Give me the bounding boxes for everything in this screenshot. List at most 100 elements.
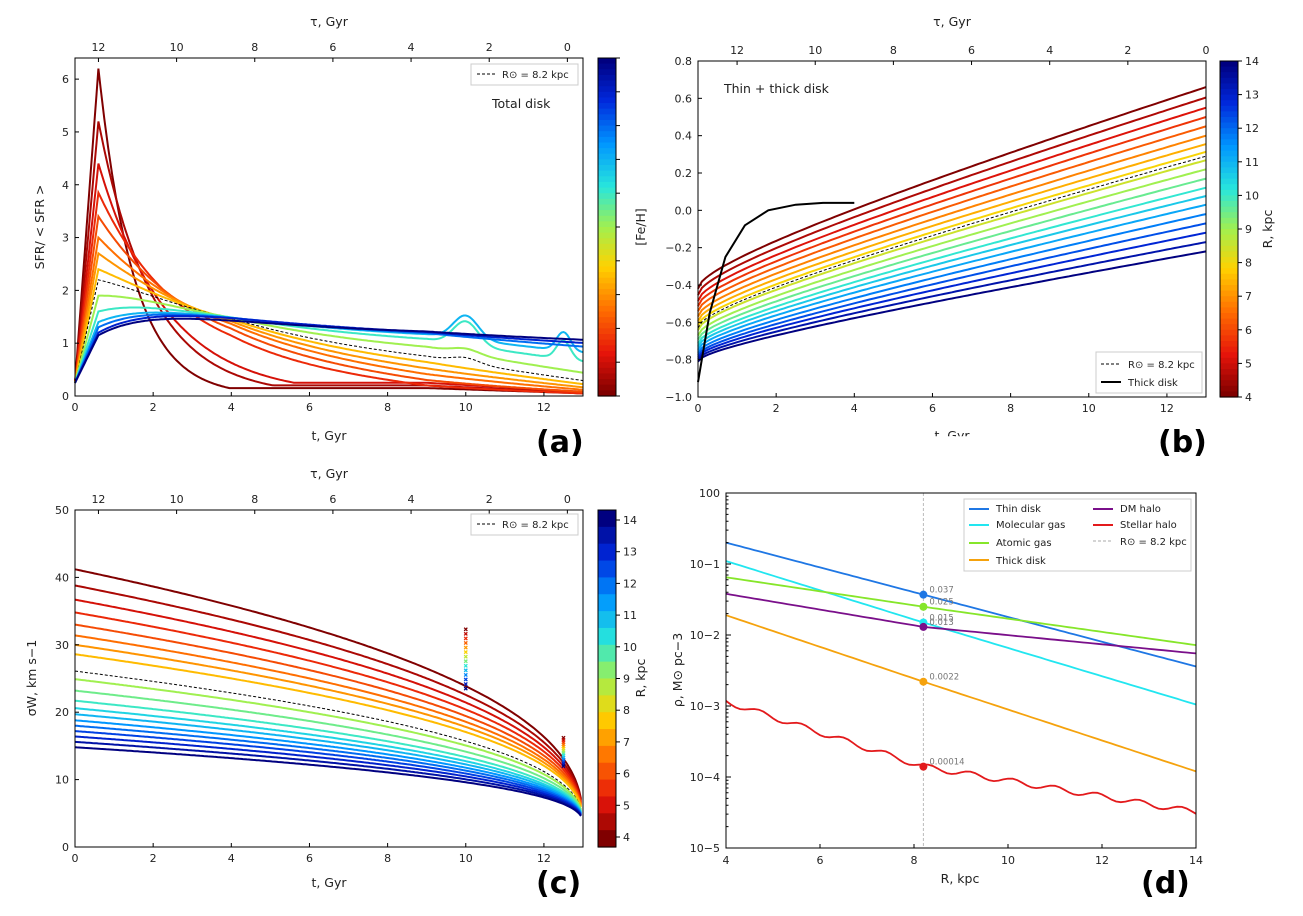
colorbar-swatch bbox=[598, 611, 616, 629]
colorbar-swatch bbox=[598, 210, 616, 217]
colorbar-swatch bbox=[598, 678, 616, 696]
y-tick-label: 40 bbox=[55, 571, 69, 584]
y-tick-label: 10 bbox=[55, 774, 69, 787]
series-line bbox=[74, 689, 582, 811]
colorbar-swatch bbox=[598, 779, 616, 798]
colorbar-tick-label: 7 bbox=[1245, 290, 1252, 303]
colorbar-swatch bbox=[598, 187, 616, 194]
colorbar-swatch bbox=[598, 305, 616, 313]
top-tick-label: 10 bbox=[170, 493, 184, 506]
colorbar-swatch bbox=[598, 255, 616, 262]
colorbar-swatch bbox=[1220, 257, 1238, 264]
observation-marker bbox=[463, 645, 468, 650]
colorbar-swatch bbox=[1220, 189, 1238, 196]
colorbar-swatch bbox=[1220, 167, 1238, 174]
colorbar-swatch bbox=[598, 198, 616, 206]
x-tick-label: 8 bbox=[384, 401, 391, 414]
panel-b-axes: 0 2 4 6 8 10 12 −1.0 −0.8 −0.6 −0.4 −0.2 0.0 0.2 0.4 0.… bbox=[665, 44, 1209, 415]
panel-a-annotation: Total disk bbox=[491, 96, 551, 111]
colorbar-swatch bbox=[598, 350, 616, 358]
series-line bbox=[74, 719, 582, 814]
series-line bbox=[697, 250, 1207, 363]
y-tick-label: −0.8 bbox=[665, 354, 692, 367]
colorbar-swatch bbox=[598, 661, 616, 680]
colorbar-swatch bbox=[598, 165, 616, 172]
colorbar-swatch bbox=[1220, 229, 1238, 236]
y-tick-label: 3 bbox=[62, 232, 69, 245]
y-tick-label: 0.2 bbox=[675, 167, 693, 180]
colorbar-swatch bbox=[1220, 184, 1238, 191]
x-tick-label: 12 bbox=[1160, 402, 1174, 415]
colorbar-swatch bbox=[598, 373, 616, 380]
panel-a-curves bbox=[74, 68, 584, 395]
x-tick-label: 10 bbox=[459, 852, 473, 865]
legend-entry: R⊙ = 8.2 kpc bbox=[502, 70, 569, 81]
colorbar-swatch bbox=[598, 249, 616, 256]
colorbar-swatch bbox=[598, 193, 616, 200]
top-tick-label: 4 bbox=[1046, 44, 1053, 57]
colorbar-swatch bbox=[598, 277, 616, 284]
colorbar-swatch bbox=[1220, 352, 1238, 359]
colorbar-tick-label: 9 bbox=[623, 673, 630, 686]
panel-b-label: (b) bbox=[1158, 425, 1207, 460]
colorbar-swatch bbox=[598, 712, 616, 730]
colorbar-swatch bbox=[598, 125, 616, 132]
series-line bbox=[725, 576, 1197, 646]
colorbar-swatch bbox=[598, 311, 616, 318]
panel-d-ylabel: ρ, M⊙ pc−3 bbox=[670, 633, 685, 707]
x-tick-label: 6 bbox=[817, 854, 824, 867]
series-line bbox=[74, 611, 582, 804]
colorbar-swatch bbox=[598, 204, 616, 211]
x-tick-label: 6 bbox=[306, 852, 313, 865]
colorbar-tick-label: 12 bbox=[623, 577, 637, 590]
series-line bbox=[697, 195, 1207, 348]
colorbar-swatch bbox=[598, 317, 616, 324]
point-label: 0.0022 bbox=[929, 673, 959, 683]
y-tick-label: 4 bbox=[62, 179, 69, 192]
legend-entry: DM halo bbox=[1120, 504, 1161, 515]
colorbar-swatch bbox=[1220, 268, 1238, 275]
colorbar-swatch bbox=[598, 159, 616, 166]
colorbar-swatch bbox=[598, 288, 616, 296]
y-tick-label: 10−2 bbox=[690, 629, 720, 642]
panel-c-legend: R⊙ = 8.2 kpc bbox=[470, 513, 579, 536]
colorbar-swatch bbox=[598, 294, 616, 301]
y-tick-label: 0 bbox=[62, 841, 69, 854]
colorbar-swatch bbox=[1220, 178, 1238, 185]
series-line bbox=[74, 746, 582, 817]
colorbar-swatch bbox=[598, 215, 616, 222]
colorbar-swatch bbox=[1220, 313, 1238, 320]
colorbar-tick-label: 4 bbox=[1245, 391, 1252, 404]
colorbar-tick-label: 11 bbox=[1245, 156, 1259, 169]
top-tick-label: 8 bbox=[890, 44, 897, 57]
top-tick-label: 10 bbox=[808, 44, 822, 57]
colorbar-swatch bbox=[598, 322, 616, 329]
observation-marker bbox=[463, 627, 468, 632]
series-line bbox=[697, 96, 1207, 296]
colorbar-swatch bbox=[598, 356, 616, 363]
colorbar-swatch bbox=[598, 266, 616, 273]
top-tick-label: 8 bbox=[251, 493, 258, 506]
panel-b-top-label: τ, Gyr bbox=[933, 14, 972, 29]
colorbar-swatch bbox=[598, 69, 616, 76]
panel-a-frame bbox=[74, 57, 584, 397]
legend-box bbox=[963, 498, 1192, 572]
x-tick-label: 8 bbox=[911, 854, 918, 867]
colorbar-swatch bbox=[598, 153, 616, 160]
colorbar-swatch bbox=[598, 796, 616, 814]
y-tick-label: 1 bbox=[62, 337, 69, 350]
colorbar-swatch bbox=[1220, 369, 1238, 376]
legend-entry: R⊙ = 8.2 kpc bbox=[1120, 537, 1187, 548]
series-line bbox=[74, 235, 584, 391]
colorbar-swatch bbox=[598, 560, 616, 578]
top-tick-label: 4 bbox=[408, 41, 415, 54]
legend-entry: Stellar halo bbox=[1120, 520, 1177, 531]
x-tick-label: 2 bbox=[150, 401, 157, 414]
series-line bbox=[725, 700, 1197, 815]
colorbar-swatch bbox=[598, 813, 616, 831]
colorbar-swatch bbox=[1220, 133, 1238, 140]
colorbar-tick-label: 5 bbox=[1245, 357, 1252, 370]
